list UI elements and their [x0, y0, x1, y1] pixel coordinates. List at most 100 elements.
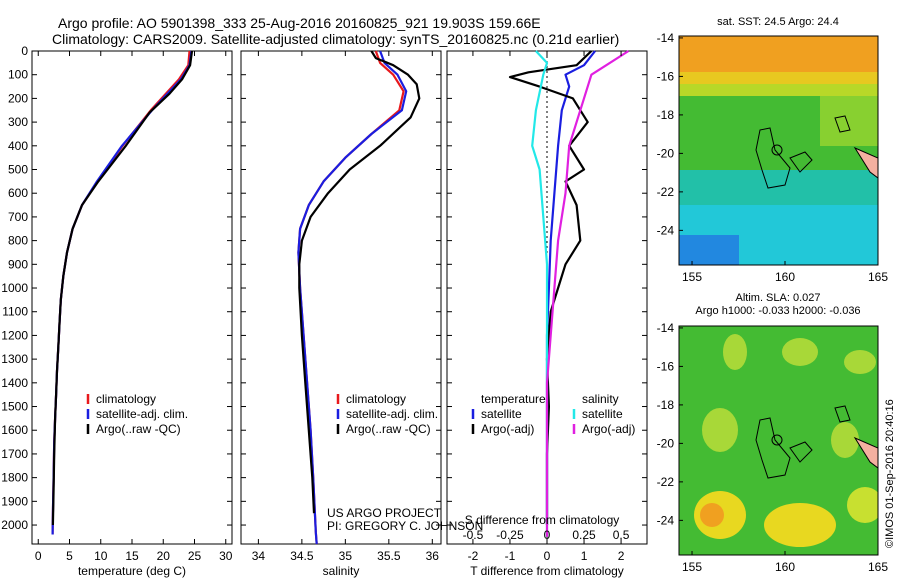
sst-map	[679, 36, 878, 265]
map-x-tick-label: 160	[775, 270, 795, 284]
map-y-tick-label: -14	[657, 321, 675, 335]
legend-label-climatology: climatology	[96, 392, 156, 406]
legend-label-satellite: satellite-adj. clim.	[346, 407, 438, 421]
map-x-tick-label: 155	[682, 560, 702, 574]
y-tick-label: 1500	[1, 400, 28, 414]
difference-xlabel: T difference from climatology	[470, 564, 624, 578]
sst-map-frame	[678, 35, 879, 266]
satellite-adj-clim-line	[297, 50, 408, 545]
legend-label-s-satellite: satellite	[582, 407, 623, 421]
depth-axis: 0 100 200 300 400 500 600 700 800 900 1000 1100 1200…	[1, 44, 28, 532]
x-tick-label: -1	[505, 549, 516, 563]
salinity-panel	[240, 50, 442, 545]
x-tick-label: -2	[468, 549, 479, 563]
map-y-tick-label: -20	[657, 436, 675, 450]
legend-label-s-argo: Argo(-adj)	[582, 422, 635, 436]
map-x-tick-label: 160	[775, 560, 795, 574]
sla-y-ticks: -14 -16 -18 -20 -22 -24	[657, 321, 683, 527]
temperature-legend: climatology satellite-adj. clim. Argo(..…	[86, 392, 188, 436]
y-tick-label: 400	[8, 139, 28, 153]
x-tick-label: 36	[426, 549, 440, 563]
pi-credit: PI: GREGORY C. JOHNSON	[327, 519, 483, 533]
legend-label-argo: Argo(..raw -QC)	[96, 422, 181, 436]
y-tick-label: 1600	[1, 423, 28, 437]
difference-legend: temperature satellite Argo(-adj) salinit…	[471, 392, 635, 436]
argo-raw-qc-line	[51, 50, 194, 526]
y-tick-label: 0	[21, 44, 28, 58]
salinity-legend: climatology satellite-adj. clim. Argo(..…	[336, 392, 438, 436]
imos-credit: ©IMOS 01-Sep-2016 20:40:16	[884, 399, 896, 548]
y-tick-label: 1700	[1, 447, 28, 461]
argo-raw-qc-line	[298, 50, 421, 514]
y-tick-label: 900	[8, 257, 28, 271]
x-tick-label: 25	[188, 549, 202, 563]
y-tick-label: 1800	[1, 471, 28, 485]
salinity-xlabel: salinity	[323, 564, 360, 578]
y-tick-label: 800	[8, 234, 28, 248]
sst-x-ticks: 155 160 165	[682, 261, 888, 284]
legend-label-satellite: satellite-adj. clim.	[96, 407, 188, 421]
y-tick-label: 600	[8, 186, 28, 200]
legend-label-t-argo: Argo(-adj)	[481, 422, 534, 436]
legend-title-temperature: temperature	[481, 392, 546, 406]
x-tick-label: 2	[618, 549, 625, 563]
x-tick-label: 30	[219, 549, 233, 563]
y-tick-label: 2000	[1, 518, 28, 532]
x-tick-label: 35.5	[377, 549, 401, 563]
y-tick-label: 1100	[2, 305, 28, 319]
map-y-tick-label: -16	[657, 359, 675, 373]
legend-label-t-satellite: satellite	[481, 407, 522, 421]
sla-x-ticks: 155 160 165	[682, 551, 888, 574]
map-x-tick-label: 165	[868, 560, 888, 574]
y-tick-label: 1300	[1, 352, 28, 366]
y-tick-label: 300	[8, 115, 28, 129]
map-y-tick-label: -14	[657, 31, 675, 45]
s-tick-label: -0.25	[496, 528, 524, 542]
y-tick-label: 1400	[1, 376, 28, 390]
temperature-x-ticks: 0 5 10 15 20 25 30	[32, 50, 233, 563]
x-tick-label: 20	[157, 549, 171, 563]
s-tick-label: 0.5	[613, 528, 630, 542]
x-tick-label: 34	[252, 549, 266, 563]
sla-map-title2: Argo h1000: -0.033 h2000: -0.036	[695, 305, 860, 317]
project-credit: US ARGO PROJECT	[327, 506, 442, 520]
map-y-tick-label: -16	[657, 69, 675, 83]
sla-map	[679, 326, 878, 555]
s-tick-label: -0.5	[463, 528, 484, 542]
map-x-tick-label: 165	[868, 270, 888, 284]
x-tick-label: 0	[544, 549, 551, 563]
y-tick-label: 100	[8, 68, 28, 82]
salinity-satellite-line	[531, 50, 549, 537]
sla-map-frame	[678, 325, 879, 556]
y-tick-label: 1000	[1, 281, 28, 295]
legend-label-argo: Argo(..raw -QC)	[346, 422, 431, 436]
map-y-tick-label: -18	[657, 398, 675, 412]
map-y-tick-label: -22	[657, 475, 675, 489]
x-tick-label: 10	[94, 549, 108, 563]
legend-label-climatology: climatology	[346, 392, 406, 406]
s-tick-label: 0	[544, 528, 551, 542]
temperature-argo-adj-line	[508, 50, 593, 525]
salinity-x-ticks: 34 34.5 35 35.5 36	[241, 50, 441, 563]
map-y-tick-label: -20	[657, 146, 675, 160]
y-tick-label: 500	[8, 163, 28, 177]
x-tick-label: 35	[339, 549, 353, 563]
y-tick-label: 1200	[1, 328, 28, 342]
header-line1: Argo profile: AO 5901398_333 25-Aug-2016…	[58, 15, 541, 31]
map-y-tick-label: -18	[657, 108, 675, 122]
difference-xlabel-top: S difference from climatology	[465, 513, 620, 527]
sla-map-title1: Altim. SLA: 0.027	[736, 292, 821, 304]
header-line2: Climatology: CARS2009. Satellite-adjuste…	[52, 31, 619, 47]
salinity-argo-adj-line	[545, 50, 630, 537]
sst-y-ticks: -14 -16 -18 -20 -22 -24	[657, 31, 683, 237]
y-tick-label: 700	[8, 210, 28, 224]
map-x-tick-label: 155	[682, 270, 702, 284]
x-tick-label: 34.5	[290, 549, 314, 563]
climatology-line	[51, 50, 191, 535]
satellite-adj-clim-line	[51, 50, 193, 535]
legend-title-salinity: salinity	[582, 392, 619, 406]
difference-series	[508, 50, 630, 544]
temperature-series	[51, 50, 194, 535]
map-y-tick-label: -24	[657, 513, 675, 527]
